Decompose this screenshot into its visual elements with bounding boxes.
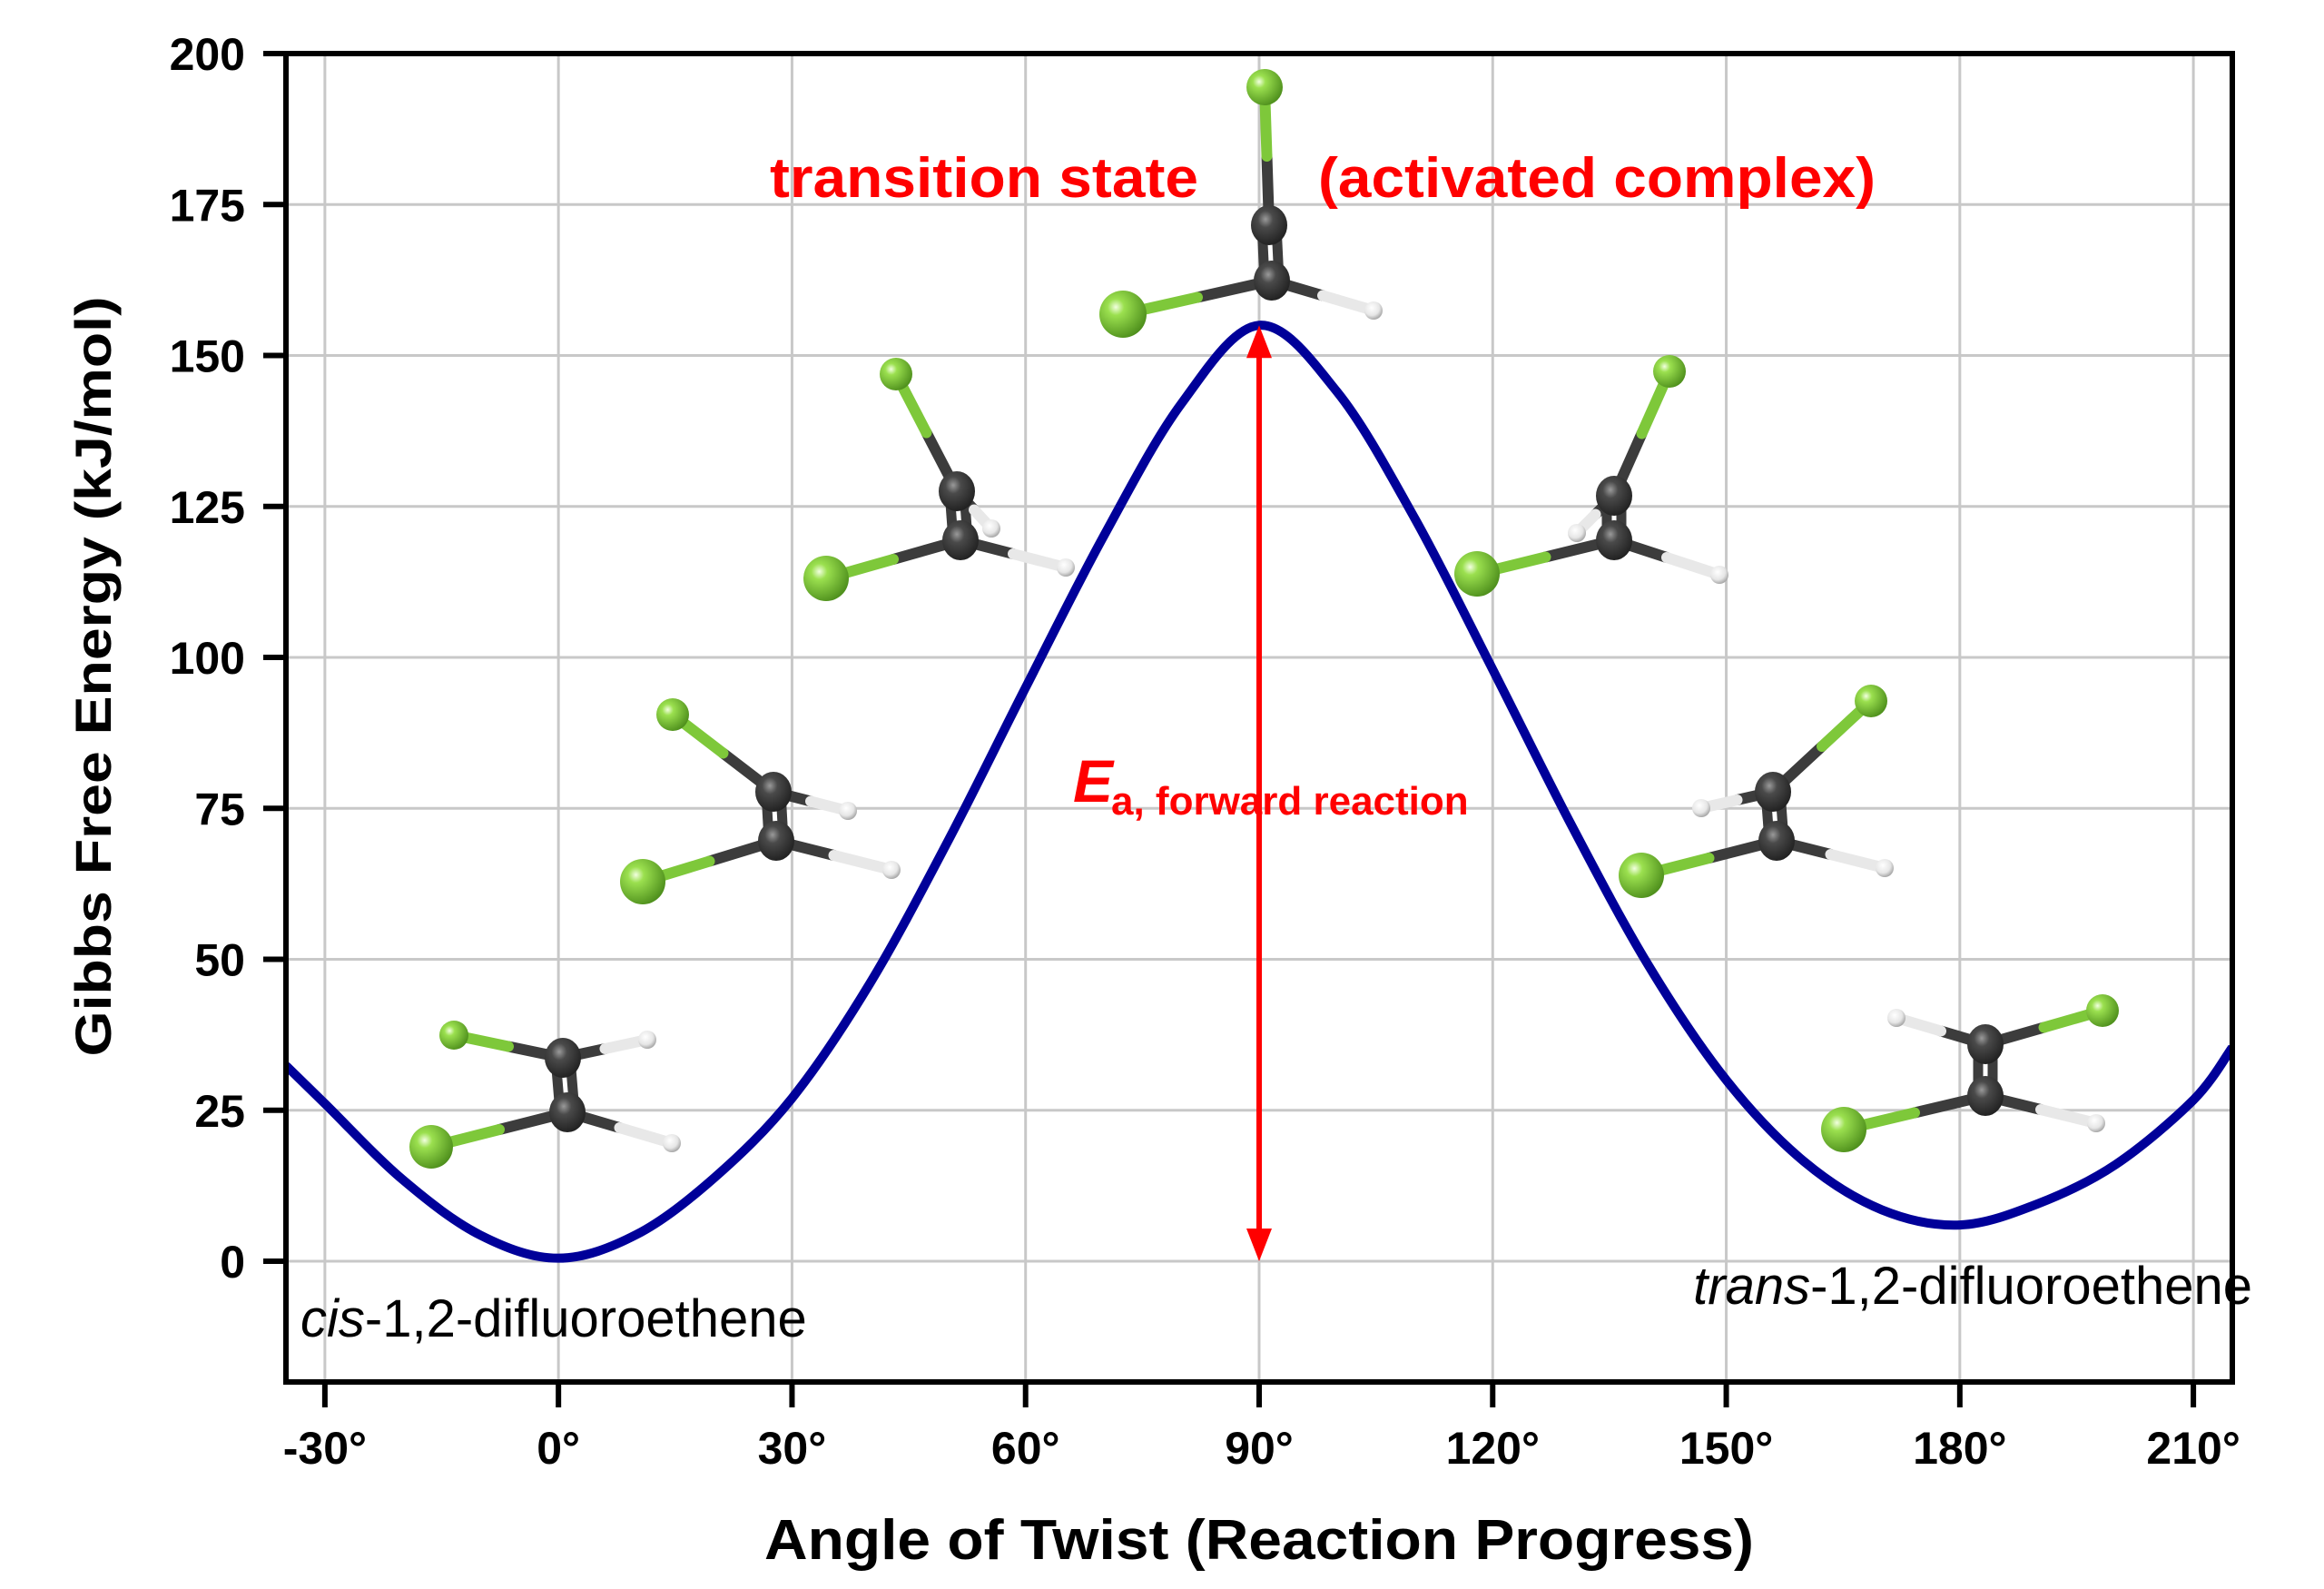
x-tick-label: 180° [1913,1423,2006,1474]
activation-energy-subscript: a, forward reaction [1111,779,1469,824]
hydrogen-atom [1876,859,1894,877]
hydrogen-atom [638,1031,656,1049]
carbon-atom [1596,476,1632,516]
activation-energy-arrow [1246,325,1272,1261]
carbon-atom [1755,772,1791,812]
y-tick-label: 125 [170,482,245,533]
x-tick-label: 0° [537,1423,580,1474]
bond [1661,552,1725,580]
carbon-atom [758,821,794,861]
hydrogen-atom [663,1134,681,1152]
fluorine-atom [880,358,912,390]
bond [1825,849,1890,873]
carbon-atom [549,1092,586,1132]
y-axis-title: Gibbs Free Energy (kJ/mol) [64,297,122,1057]
hydrogen-atom [1710,566,1728,584]
hydrogen-atom [839,802,857,820]
molecule-60-deg [803,358,1075,601]
molecule-illustrations [409,69,2119,1169]
molecule-150-deg [1619,685,1894,898]
activation-energy-label: E a, forward reaction [1073,747,1469,824]
curve-layer [286,321,2232,1263]
molecule-90-deg [1099,69,1383,338]
arrow-head-down [1246,1229,1272,1261]
y-tick-label: 175 [170,180,245,231]
fluorine-atom [656,698,689,731]
trans-suffix: -1,2-difluoroethene [1810,1257,2252,1316]
fluorine-atom [1653,355,1686,388]
carbon-atom [1967,1024,2004,1064]
carbon-atom [1254,261,1290,301]
energy-curve [286,321,2232,1263]
x-tick-label: -30° [283,1423,367,1474]
y-tick-label: 150 [170,331,245,382]
molecule-0-deg [409,1021,681,1169]
y-tick-label: 25 [194,1086,245,1137]
hydrogen-atom [1057,558,1075,577]
transition-state-label: transition state [770,147,1198,210]
fluorine-atom [1855,685,1887,717]
fluorine-atom [2086,994,2119,1027]
y-tick-label: 200 [170,29,245,80]
carbon-atom [755,772,792,812]
carbon-atom [942,520,979,560]
tick-labels: -30° 0° 30° 60° 90° 120° 150° 180° 210° 0 25 50 75 10… [170,29,2240,1474]
trans-prefix: trans [1693,1257,1810,1316]
x-tick-label: 30° [758,1423,827,1474]
activated-complex-label: (activated complex) [1318,147,1876,210]
molecule-180-deg [1821,994,2119,1152]
hydrogen-atom [1364,301,1383,320]
y-tick-label: 75 [194,784,245,834]
fluorine-atom [1246,69,1283,105]
axes [263,51,2235,1407]
y-tick-label: 100 [170,633,245,684]
carbon-atom [1967,1076,2004,1116]
fluorine-atom [439,1021,468,1050]
hydrogen-atom [1568,524,1586,542]
x-tick-label: 120° [1446,1423,1540,1474]
fluorine-atom [620,859,665,904]
carbon-atom [939,471,975,511]
carbon-atom [1758,821,1795,861]
fluorine-atom [1099,291,1147,338]
fluorine-atom [1619,853,1664,898]
cis-suffix: -1,2-difluoroethene [365,1289,807,1348]
x-axis-title: Angle of Twist (Reaction Progress) [764,1509,1754,1572]
carbon-atom [545,1038,581,1078]
fluorine-atom [409,1125,453,1169]
fluorine-atom [1821,1107,1866,1152]
trans-isomer-label: trans-1,2-difluoroethene [1693,1257,2252,1316]
hydrogen-atom [882,861,901,879]
arrow-head-up [1246,325,1272,359]
carbon-atom [1251,205,1287,245]
hydrogen-atom [1692,799,1710,817]
x-tick-label: 60° [991,1423,1060,1474]
fluorine-atom [1454,551,1500,597]
bond [828,850,897,875]
bond [2035,1104,2102,1129]
x-tick-label: 150° [1679,1423,1773,1474]
x-tick-label: 210° [2146,1423,2240,1474]
y-tick-label: 0 [220,1237,245,1288]
cis-prefix: cis [300,1289,365,1348]
hydrogen-atom [2087,1114,2105,1132]
molecule-120-deg [1454,355,1728,597]
hydrogen-atom [982,519,1000,538]
fluorine-atom [803,556,849,601]
x-tick-label: 90° [1225,1423,1294,1474]
cis-isomer-label: cis-1,2-difluoroethene [300,1289,807,1348]
y-tick-label: 50 [194,935,245,986]
hydrogen-atom [1887,1009,1905,1027]
carbon-atom [1596,520,1632,560]
activation-energy-symbol: E [1073,747,1115,814]
molecule-30-deg [620,698,901,904]
